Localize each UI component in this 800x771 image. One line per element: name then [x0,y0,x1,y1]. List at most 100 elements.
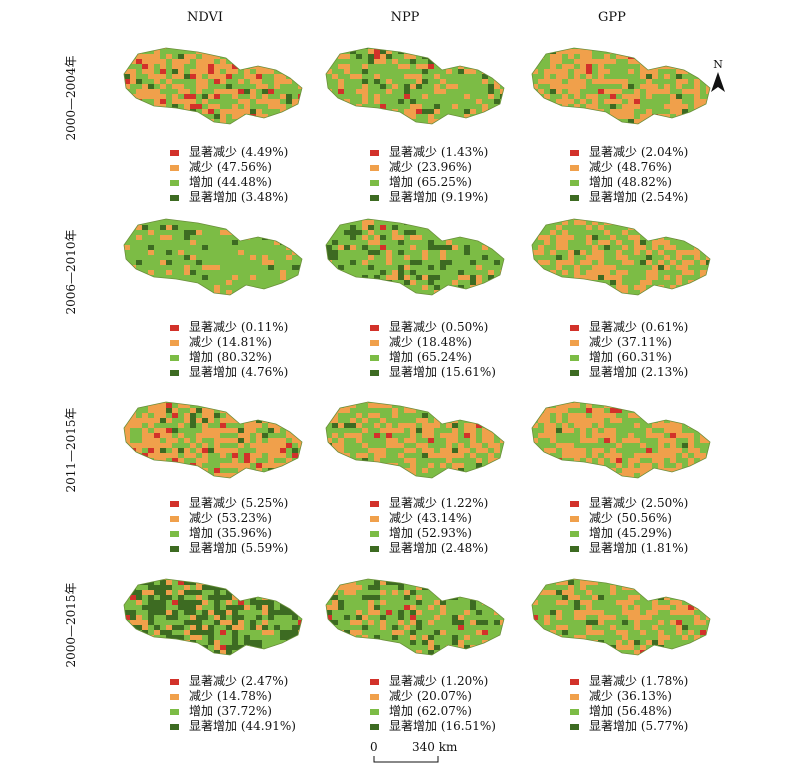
legend-percent-value: (4.49%) [240,145,289,159]
legend-percent-value: (1.81%) [640,541,689,555]
legend-category-label: 显著减少 [389,320,438,334]
legend-percent-value: (65.25%) [416,175,472,189]
legend-item: 显著增加 (4.76%) [170,365,288,380]
legend-item: 显著增加 (2.54%) [570,190,688,205]
legend-percent-value: (9.19%) [440,190,489,204]
legend-percent-value: (37.72%) [216,704,272,718]
legend-percent-value: (45.29%) [616,526,672,540]
legend-item: 显著减少 (2.04%) [570,145,688,160]
legend-item: 减少 (47.56%) [170,160,288,175]
legend-swatch [370,708,379,715]
legend-gpp-2011-2015: 显著减少 (2.50%) 减少 (50.56%) 增加 (45.29%) 显著增加 (… [570,496,688,556]
legend-swatch [370,164,379,171]
map-ndvi-2000-2015 [123,578,303,656]
legend-item: 显著减少 (5.25%) [170,496,288,511]
legend-swatch [570,723,579,730]
north-arrow-icon [711,72,725,92]
legend-category-label: 显著增加 [589,365,638,379]
legend-percent-value: (44.48%) [216,175,272,189]
legend-item: 显著减少 (1.78%) [570,674,688,689]
legend-percent-value: (20.07%) [416,689,472,703]
map-npp-2006-2010 [325,218,505,296]
legend-swatch [370,500,379,507]
legend-percent-value: (16.51%) [440,719,496,733]
legend-swatch [370,194,379,201]
legend-percent-value: (14.78%) [216,689,272,703]
legend-category-label: 减少 [589,511,614,525]
legend-item: 增加 (65.24%) [370,350,496,365]
legend-swatch [570,149,579,156]
legend-percent-value: (50.56%) [616,511,672,525]
map-gpp-2000-2015 [531,578,711,656]
legend-swatch [170,194,179,201]
legend-swatch [370,339,379,346]
legend-category-label: 显著增加 [389,541,438,555]
legend-swatch [570,708,579,715]
legend-percent-value: (56.48%) [616,704,672,718]
legend-item: 减少 (48.76%) [570,160,688,175]
legend-item: 显著减少 (1.43%) [370,145,488,160]
legend-swatch [570,515,579,522]
legend-item: 增加 (60.31%) [570,350,688,365]
legend-swatch [570,530,579,537]
legend-category-label: 显著减少 [189,145,238,159]
legend-swatch [170,179,179,186]
legend-percent-value: (3.48%) [240,190,289,204]
legend-swatch [170,530,179,537]
north-label: N [713,58,723,71]
legend-percent-value: (0.50%) [440,320,489,334]
legend-item: 减少 (18.48%) [370,335,496,350]
legend-category-label: 减少 [189,511,214,525]
legend-gpp-2000-2015: 显著减少 (1.78%) 减少 (36.13%) 增加 (56.48%) 显著增加 (… [570,674,688,734]
legend-swatch [370,369,379,376]
legend-item: 增加 (62.07%) [370,704,496,719]
legend-swatch [570,545,579,552]
legend-category-label: 增加 [189,175,214,189]
legend-swatch [170,515,179,522]
legend-percent-value: (80.32%) [216,350,272,364]
legend-category-label: 显著增加 [389,190,438,204]
legend-item: 显著增加 (9.19%) [370,190,488,205]
legend-item: 显著增加 (1.81%) [570,541,688,556]
legend-item: 增加 (65.25%) [370,175,488,190]
legend-item: 减少 (14.81%) [170,335,288,350]
legend-ndvi-2000-2004: 显著减少 (4.49%) 减少 (47.56%) 增加 (44.48%) 显著增加 (… [170,145,288,205]
legend-percent-value: (52.93%) [416,526,472,540]
row-label-2006-2010: 2006—2010年 [64,229,78,315]
legend-swatch [570,500,579,507]
legend-item: 减少 (14.78%) [170,689,296,704]
legend-item: 显著减少 (2.47%) [170,674,296,689]
map-ndvi-2006-2010 [123,218,303,296]
legend-item: 增加 (37.72%) [170,704,296,719]
legend-percent-value: (5.59%) [240,541,289,555]
legend-item: 减少 (23.96%) [370,160,488,175]
legend-item: 减少 (36.13%) [570,689,688,704]
column-title-npp: NPP [390,10,420,25]
legend-ndvi-2011-2015: 显著减少 (5.25%) 减少 (53.23%) 增加 (35.96%) 显著增加 (… [170,496,288,556]
legend-category-label: 减少 [389,160,414,174]
legend-category-label: 减少 [589,335,614,349]
legend-item: 增加 (80.32%) [170,350,288,365]
legend-percent-value: (2.48%) [440,541,489,555]
legend-category-label: 减少 [389,511,414,525]
legend-item: 显著增加 (16.51%) [370,719,496,734]
legend-percent-value: (14.81%) [216,335,272,349]
legend-swatch [570,164,579,171]
legend-ndvi-2006-2010: 显著减少 (0.11%) 减少 (14.81%) 增加 (80.32%) 显著增加 (… [170,320,288,380]
legend-category-label: 增加 [189,350,214,364]
legend-item: 显著减少 (4.49%) [170,145,288,160]
scale-end-label: 340 km [412,740,458,754]
legend-percent-value: (43.14%) [416,511,472,525]
legend-percent-value: (5.25%) [240,496,289,510]
legend-swatch [170,708,179,715]
map-gpp-2006-2010 [531,218,711,296]
legend-item: 增加 (56.48%) [570,704,688,719]
legend-category-label: 显著减少 [589,320,638,334]
legend-percent-value: (48.76%) [616,160,672,174]
scale-bar: 0 340 km [366,740,476,768]
legend-percent-value: (2.50%) [640,496,689,510]
legend-item: 减少 (37.11%) [570,335,688,350]
legend-item: 显著减少 (1.20%) [370,674,496,689]
legend-swatch [370,693,379,700]
legend-swatch [570,693,579,700]
